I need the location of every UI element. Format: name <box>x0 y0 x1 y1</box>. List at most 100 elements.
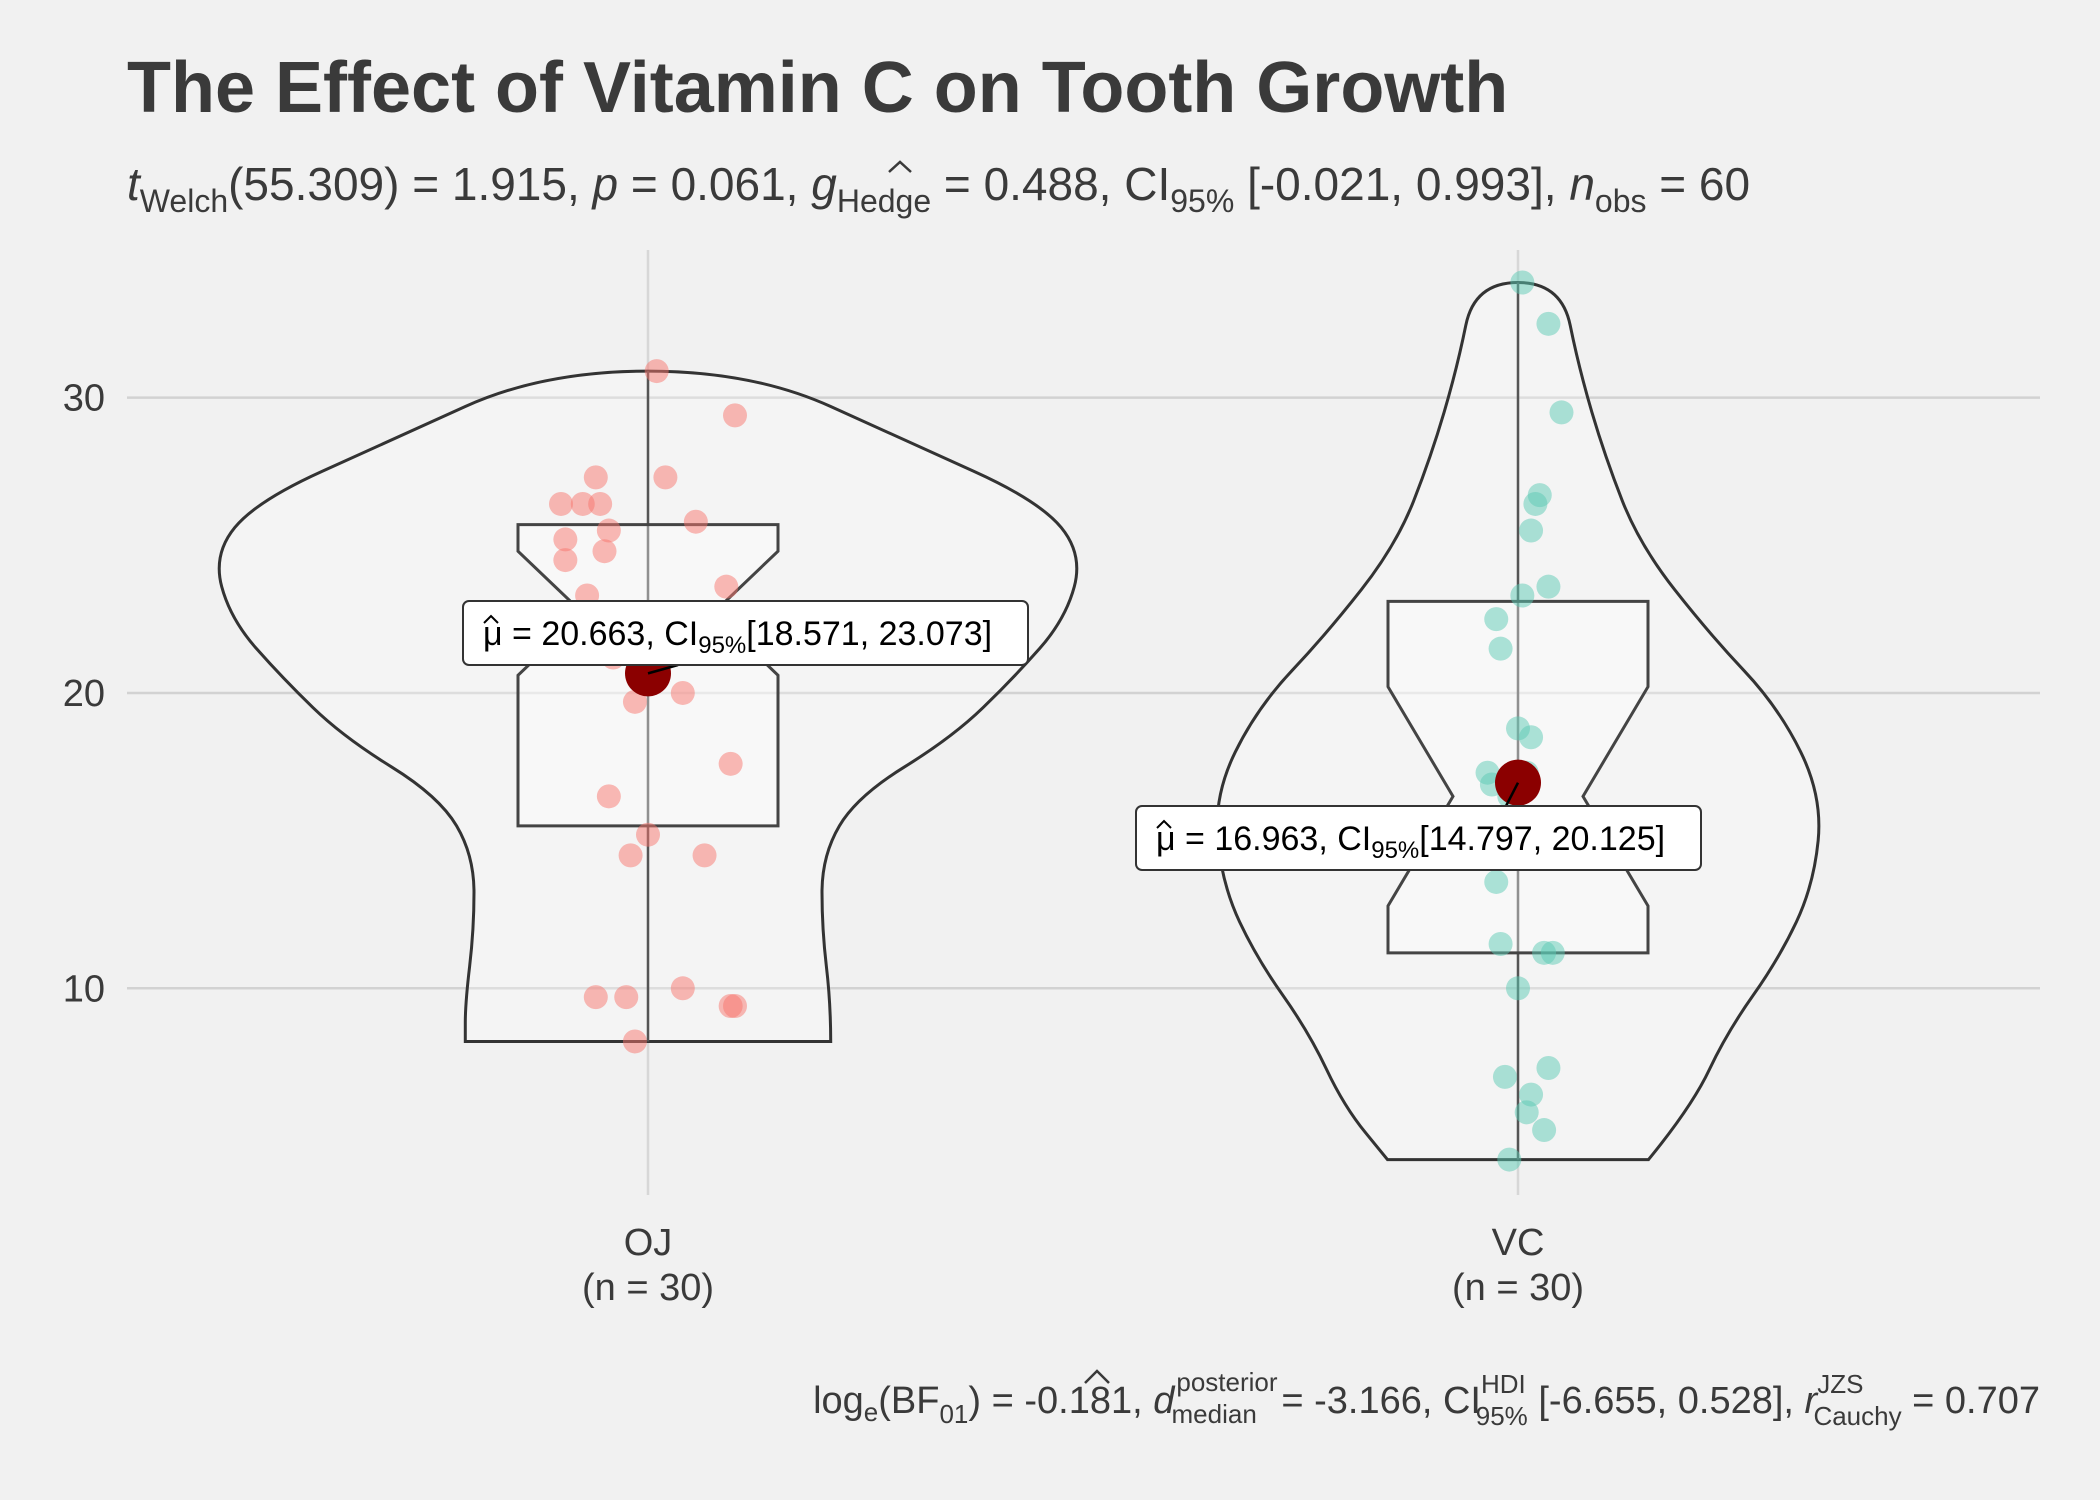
chart-caption: loge(BF01) = -0.181, dposterior median = … <box>813 1367 2040 1431</box>
data-point <box>583 985 608 1010</box>
subtitle-ci-sub: 95% <box>1170 183 1234 219</box>
mean-label: μ = 16.963, CI95%[14.797, 20.125] <box>1135 782 1702 871</box>
data-point <box>583 465 608 490</box>
caption-d-sup: posterior <box>1176 1367 1277 1397</box>
caption-d-label: d <box>1153 1380 1176 1422</box>
mean-label-text: μ = 16.963, CI95%[14.797, 20.125] <box>1156 820 1665 864</box>
x-tick-label-vc: VC <box>1492 1222 1545 1264</box>
data-point <box>718 994 743 1018</box>
data-point <box>1514 1100 1539 1125</box>
data-point <box>653 465 678 490</box>
caption-log-sub: e <box>864 1397 878 1427</box>
y-tick-label: 30 <box>63 378 105 420</box>
caption-r-sup: JZS <box>1817 1369 1863 1399</box>
caption-ci-sub: 95% <box>1476 1401 1528 1431</box>
data-point <box>1519 518 1544 543</box>
data-point <box>1484 869 1509 894</box>
data-point <box>592 539 617 564</box>
data-point <box>553 548 578 573</box>
chart-subtitle: tWelch(55.309) = 1.915, p = 0.061, gHedg… <box>127 158 1750 219</box>
subtitle-g-hat <box>888 160 912 173</box>
data-point <box>1540 940 1565 965</box>
data-point <box>622 1029 647 1054</box>
data-point <box>1519 725 1544 750</box>
x-tick-count-vc: (n = 30) <box>1452 1267 1584 1309</box>
data-point <box>1510 270 1535 295</box>
data-point <box>596 784 621 809</box>
data-point <box>1484 607 1509 632</box>
caption-d-hat <box>1084 1369 1110 1384</box>
data-point <box>683 509 708 534</box>
y-tick-label: 20 <box>63 673 105 715</box>
data-point <box>1488 636 1513 661</box>
data-point <box>1549 400 1574 425</box>
subtitle-g-label: g <box>811 158 837 210</box>
data-point <box>644 359 669 384</box>
mean-label-leader <box>1504 782 1520 807</box>
caption-bf-value: ) = -0.181, <box>968 1380 1153 1422</box>
subtitle-t-rest: (55.309) = 1.915, <box>228 158 592 210</box>
caption-r-label: r <box>1805 1380 1819 1422</box>
mean-label-text: μ = 20.663, CI95%[18.571, 23.073] <box>483 615 992 659</box>
mean-label-box <box>462 600 1029 666</box>
caption-bf-sub: 01 <box>939 1399 968 1429</box>
caption-ci-value: [-6.655, 0.528], <box>1528 1380 1805 1422</box>
data-point <box>723 403 747 428</box>
chart-title: The Effect of Vitamin C on Tooth Growth <box>127 48 1508 128</box>
data-point <box>596 518 621 543</box>
data-point <box>570 491 595 516</box>
subtitle-n-sub: obs <box>1595 183 1647 219</box>
subtitle-p-rest: = 0.061, <box>618 158 811 210</box>
data-point <box>1536 1056 1561 1081</box>
y-tick-label: 10 <box>63 968 105 1010</box>
mean-label-hat <box>483 614 499 624</box>
data-point <box>1506 976 1530 1001</box>
data-point <box>1532 1118 1557 1143</box>
data-point <box>718 751 743 776</box>
data-point <box>1536 311 1561 336</box>
caption-d-value: = -3.166, CI <box>1271 1380 1481 1422</box>
subtitle-g-sub: Hedge <box>837 183 931 219</box>
subtitle-t-sub: Welch <box>140 183 228 219</box>
data-point <box>1536 574 1561 599</box>
data-point <box>614 985 639 1010</box>
subtitle-ci-rest: [-0.021, 0.993], <box>1234 158 1569 210</box>
data-point <box>670 976 695 1001</box>
caption-ci-sup: HDI <box>1481 1369 1526 1399</box>
data-point <box>692 843 717 868</box>
data-point <box>549 491 573 516</box>
data-point <box>553 527 578 552</box>
caption-d-sub: median <box>1172 1399 1257 1429</box>
x-tick-count-oj: (n = 30) <box>582 1267 714 1309</box>
data-point <box>618 843 643 868</box>
x-tick-label-oj: OJ <box>624 1222 673 1264</box>
caption-log: log <box>813 1380 864 1422</box>
mean-label-hat <box>1156 819 1172 829</box>
data-point <box>636 822 660 847</box>
mean-label: μ = 20.663, CI95%[18.571, 23.073] <box>462 600 1029 675</box>
data-point <box>714 574 739 599</box>
data-point <box>588 491 613 516</box>
subtitle-t-label: t <box>127 158 142 210</box>
subtitle-n-rest: = 60 <box>1647 158 1751 210</box>
caption-r-value: = 0.707 <box>1902 1380 2040 1422</box>
caption-r-sub: Cauchy <box>1813 1401 1901 1431</box>
subtitle-n-label: n <box>1569 158 1595 210</box>
data-point <box>670 680 695 705</box>
data-point <box>622 689 647 714</box>
mean-label-box <box>1135 805 1702 871</box>
data-point <box>1497 1147 1522 1172</box>
plot-area: 10 20 30 μ = 20.663, CI95%[18.571, 23.073] O… <box>63 250 2040 1309</box>
caption-bf: (BF <box>878 1380 939 1422</box>
data-point <box>1492 1064 1517 1089</box>
group-vc: μ = 16.963, CI95%[14.797, 20.125] <box>1135 270 1821 1172</box>
data-point <box>1488 931 1513 956</box>
mean-label-leader <box>647 663 679 675</box>
data-point <box>1523 491 1548 516</box>
subtitle-p-label: p <box>591 158 619 210</box>
group-oj: μ = 20.663, CI95%[18.571, 23.073] <box>217 359 1079 1054</box>
data-point <box>1510 583 1535 608</box>
subtitle-g-rest: = 0.488, CI <box>931 158 1170 210</box>
